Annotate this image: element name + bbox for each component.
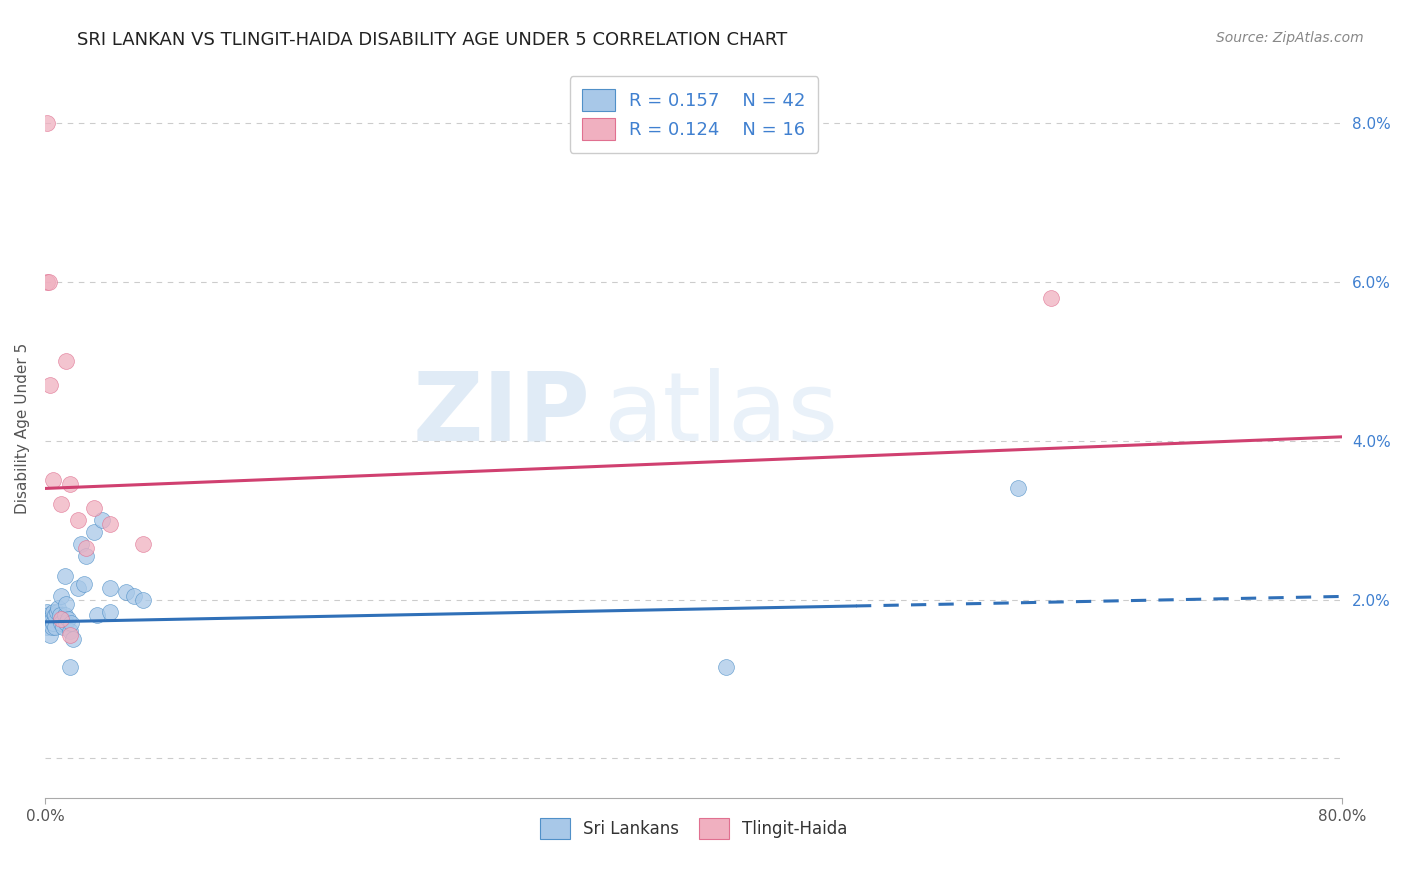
Point [38, 616, 60, 631]
Y-axis label: Disability Age Under 5: Disability Age Under 5 [15, 343, 30, 515]
Point [39, 628, 62, 642]
Point [46, 600, 69, 615]
Point [38, 275, 60, 289]
Point [83, 501, 105, 516]
Point [75, 541, 97, 555]
Point [49, 608, 72, 623]
Point [124, 589, 146, 603]
Point [716, 660, 738, 674]
Point [98, 517, 121, 532]
Point [39, 378, 62, 392]
Point [115, 584, 138, 599]
Point [42, 616, 65, 631]
Point [55, 354, 77, 368]
Point [35, 605, 58, 619]
Point [51, 589, 73, 603]
Point [35, 116, 58, 130]
Point [51, 612, 73, 626]
Point [44, 608, 66, 623]
Point [66, 581, 89, 595]
Point [55, 597, 77, 611]
Point [1007, 482, 1029, 496]
Point [59, 624, 82, 639]
Point [45, 605, 67, 619]
Point [52, 620, 75, 634]
Text: SRI LANKAN VS TLINGIT-HAIDA DISABILITY AGE UNDER 5 CORRELATION CHART: SRI LANKAN VS TLINGIT-HAIDA DISABILITY A… [77, 31, 787, 49]
Point [51, 616, 73, 631]
Point [70, 537, 93, 551]
Point [60, 616, 83, 631]
Point [83, 525, 105, 540]
Point [98, 605, 121, 619]
Point [66, 513, 89, 527]
Text: Source: ZipAtlas.com: Source: ZipAtlas.com [1216, 31, 1364, 45]
Point [62, 632, 84, 647]
Legend: Sri Lankans, Tlingit-Haida: Sri Lankans, Tlingit-Haida [533, 812, 855, 846]
Point [38, 608, 60, 623]
Point [51, 497, 73, 511]
Point [98, 581, 121, 595]
Point [56, 612, 79, 626]
Point [42, 474, 65, 488]
Point [75, 549, 97, 563]
Text: ZIP: ZIP [412, 368, 591, 460]
Point [53, 608, 76, 623]
Point [1039, 291, 1062, 305]
Point [44, 620, 66, 634]
Point [35, 275, 58, 289]
Point [91, 513, 114, 527]
Point [55, 616, 77, 631]
Point [59, 477, 82, 491]
Point [59, 628, 82, 642]
Point [131, 537, 153, 551]
Point [41, 612, 63, 626]
Point [39, 612, 62, 626]
Point [42, 605, 65, 619]
Point [131, 592, 153, 607]
Point [35, 620, 58, 634]
Point [35, 612, 58, 626]
Text: atlas: atlas [603, 368, 838, 460]
Point [59, 660, 82, 674]
Point [73, 576, 96, 591]
Point [86, 608, 108, 623]
Point [53, 568, 76, 582]
Point [41, 620, 63, 634]
